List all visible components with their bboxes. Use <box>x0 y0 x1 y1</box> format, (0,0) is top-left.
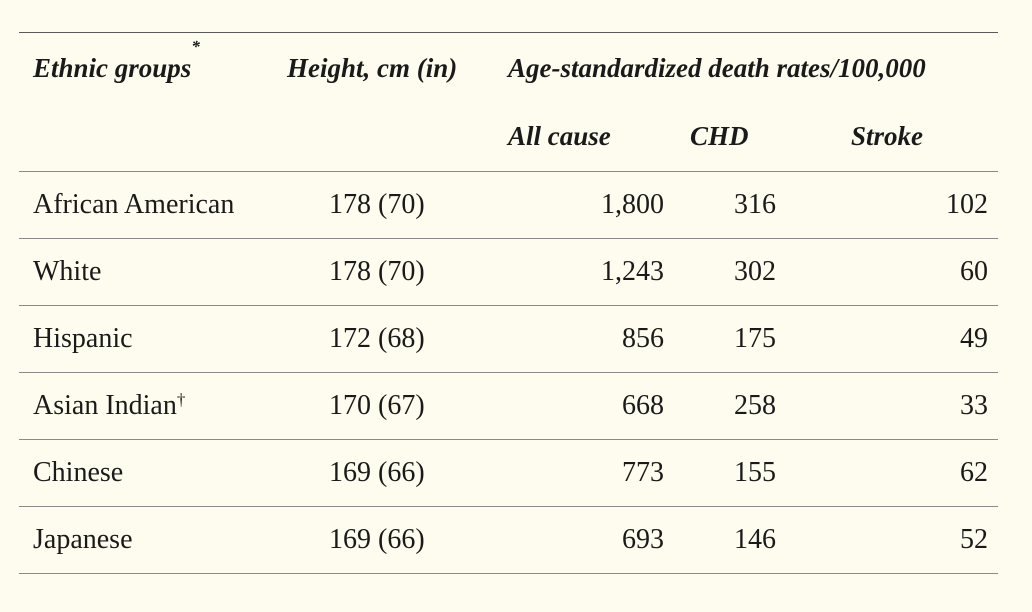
cell-all-cause: 668 <box>622 390 664 421</box>
cell-stroke: 49 <box>960 323 988 354</box>
cell-height: 172 (68) <box>329 323 425 354</box>
cell-ethnic-group: Hispanic <box>33 323 133 354</box>
cell-stroke: 33 <box>960 390 988 421</box>
header-row-secondary: All cause CHD Stroke <box>19 105 998 172</box>
cell-ethnic-group: Japanese <box>33 524 133 555</box>
cell-stroke: 60 <box>960 256 988 287</box>
cell-height: 178 (70) <box>329 256 425 287</box>
cell-chd: 146 <box>734 524 776 555</box>
table-body: African American 178 (70) 1,800 316 102 White… <box>19 172 998 574</box>
header-row-primary: Ethnic groups * Height, cm (in) Age-stand… <box>19 33 998 105</box>
cell-ethnic-group: African American <box>33 189 235 220</box>
cell-all-cause: 1,800 <box>601 189 664 220</box>
table-top-rule <box>19 32 998 33</box>
table-row: African American 178 (70) 1,800 316 102 <box>19 172 998 239</box>
table-row: Chinese 169 (66) 773 155 62 <box>19 440 998 507</box>
cell-height: 178 (70) <box>329 189 425 220</box>
cell-height: 170 (67) <box>329 390 425 421</box>
cell-ethnic-group: White <box>33 256 102 287</box>
cell-height: 169 (66) <box>329 457 425 488</box>
cell-all-cause: 773 <box>622 457 664 488</box>
table-row: Asian Indian † 170 (67) 668 258 33 <box>19 373 998 440</box>
cell-stroke: 52 <box>960 524 988 555</box>
header-stroke: Stroke <box>851 121 924 151</box>
cell-stroke: 62 <box>960 457 988 488</box>
cell-ethnic-group: Asian Indian † <box>33 390 186 421</box>
cell-chd: 258 <box>734 390 776 421</box>
cell-stroke: 102 <box>946 189 988 220</box>
cell-all-cause: 856 <box>622 323 664 354</box>
data-table: Ethnic groups * Height, cm (in) Age-stand… <box>19 32 998 574</box>
cell-chd: 175 <box>734 323 776 354</box>
header-ethnic-groups: Ethnic groups * <box>33 37 200 83</box>
cell-chd: 302 <box>734 256 776 287</box>
cell-chd: 155 <box>734 457 776 488</box>
table-row: Japanese 169 (66) 693 146 52 <box>19 507 998 574</box>
cell-chd: 316 <box>734 189 776 220</box>
cell-all-cause: 1,243 <box>601 256 664 287</box>
cell-all-cause: 693 <box>622 524 664 555</box>
header-height: Height, cm (in) <box>287 53 458 83</box>
header-all-cause: All cause <box>508 121 611 151</box>
cell-ethnic-group: Chinese <box>33 457 124 488</box>
cell-height: 169 (66) <box>329 524 425 555</box>
table-row: White 178 (70) 1,243 302 60 <box>19 239 998 306</box>
table-row: Hispanic 172 (68) 856 175 49 <box>19 306 998 373</box>
header-death-rates: Age-standardized death rates/100,000 <box>508 53 926 83</box>
header-chd: CHD <box>690 121 749 151</box>
